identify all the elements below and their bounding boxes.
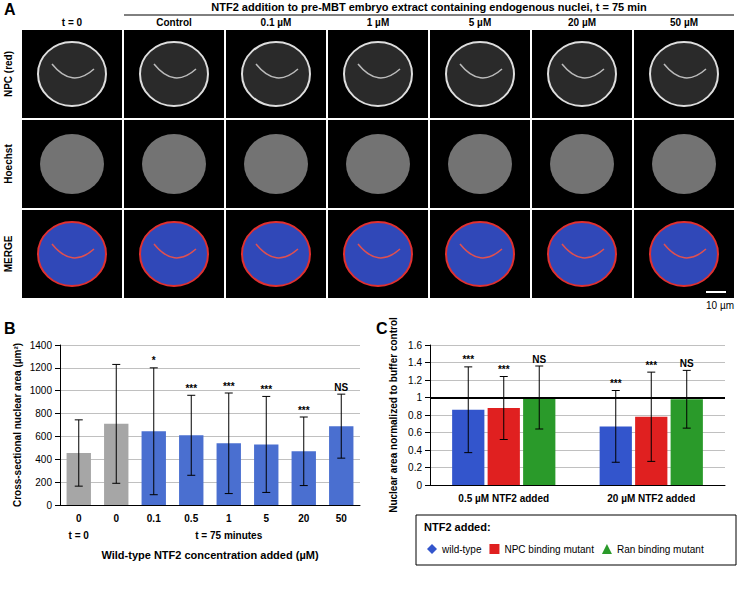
- svg-text:A: A: [4, 1, 16, 18]
- svg-text:0.1: 0.1: [147, 513, 161, 524]
- svg-text:t = 75 minutes: t = 75 minutes: [195, 530, 262, 541]
- svg-text:NS: NS: [680, 358, 694, 369]
- svg-text:NPC (red): NPC (red): [3, 51, 14, 97]
- svg-text:t = 0: t = 0: [62, 17, 83, 28]
- svg-text:600: 600: [35, 431, 52, 442]
- svg-text:0.5 µM NTF2 added: 0.5 µM NTF2 added: [458, 493, 549, 504]
- svg-text:***: ***: [185, 383, 197, 394]
- svg-text:1.2: 1.2: [408, 375, 422, 386]
- svg-text:200: 200: [35, 477, 52, 488]
- svg-text:0.6: 0.6: [408, 427, 422, 438]
- svg-text:Cross-sectional nuclear area (: Cross-sectional nuclear area (µm²): [12, 343, 23, 507]
- svg-text:800: 800: [35, 408, 52, 419]
- svg-text:***: ***: [462, 354, 474, 365]
- svg-text:0.2: 0.2: [408, 462, 422, 473]
- svg-text:1400: 1400: [30, 340, 53, 351]
- svg-text:0.5: 0.5: [184, 513, 198, 524]
- svg-text:NTF2 addition to pre-MBT embry: NTF2 addition to pre-MBT embryo extract …: [211, 1, 647, 13]
- svg-text:***: ***: [223, 381, 235, 392]
- svg-text:***: ***: [260, 384, 272, 395]
- svg-text:20 µM NTF2 added: 20 µM NTF2 added: [607, 493, 695, 504]
- svg-text:1.4: 1.4: [408, 357, 422, 368]
- svg-text:5 µM: 5 µM: [469, 17, 491, 28]
- svg-text:Wild-type NTF2 concentration a: Wild-type NTF2 concentration added (µM): [101, 549, 318, 561]
- svg-text:0: 0: [416, 480, 422, 491]
- svg-text:0.1 µM: 0.1 µM: [261, 17, 292, 28]
- svg-text:400: 400: [35, 454, 52, 465]
- svg-text:Hoechst: Hoechst: [3, 144, 14, 184]
- svg-text:NS: NS: [532, 354, 546, 365]
- svg-text:10 µm: 10 µm: [706, 300, 734, 311]
- svg-text:***: ***: [298, 405, 310, 416]
- svg-text:NTF2 added:: NTF2 added:: [424, 521, 491, 533]
- svg-text:0.8: 0.8: [408, 410, 422, 421]
- svg-text:***: ***: [498, 364, 510, 375]
- svg-text:20: 20: [298, 513, 310, 524]
- svg-text:0: 0: [76, 513, 82, 524]
- svg-text:0: 0: [113, 513, 119, 524]
- svg-text:t = 0: t = 0: [69, 530, 90, 541]
- svg-text:*: *: [152, 355, 156, 366]
- svg-text:50: 50: [336, 513, 348, 524]
- svg-text:1.6: 1.6: [408, 340, 422, 351]
- svg-text:1200: 1200: [30, 362, 53, 373]
- svg-text:NS: NS: [334, 382, 348, 393]
- svg-text:1: 1: [226, 513, 232, 524]
- svg-text:0: 0: [46, 500, 52, 511]
- svg-text:1: 1: [416, 392, 422, 403]
- svg-text:B: B: [4, 320, 16, 337]
- svg-text:Ran binding mutant: Ran binding mutant: [617, 544, 704, 555]
- svg-text:0.4: 0.4: [408, 445, 422, 456]
- svg-text:1 µM: 1 µM: [367, 17, 389, 28]
- svg-text:20 µM: 20 µM: [568, 17, 596, 28]
- svg-text:MERGE: MERGE: [3, 235, 14, 272]
- svg-text:***: ***: [645, 360, 657, 371]
- svg-text:1000: 1000: [30, 385, 53, 396]
- svg-text:***: ***: [610, 378, 622, 389]
- svg-text:50 µM: 50 µM: [670, 17, 698, 28]
- svg-text:NPC binding mutant: NPC binding mutant: [504, 544, 594, 555]
- svg-text:Control: Control: [156, 17, 192, 28]
- svg-text:C: C: [376, 320, 388, 337]
- svg-text:Nuclear area normalized to buf: Nuclear area normalized to buffer contro…: [388, 317, 399, 513]
- svg-text:wild-type: wild-type: [441, 544, 482, 555]
- svg-text:5: 5: [263, 513, 269, 524]
